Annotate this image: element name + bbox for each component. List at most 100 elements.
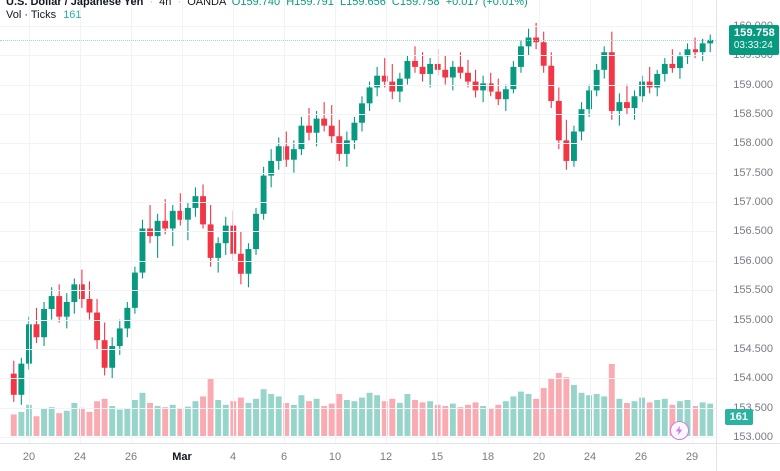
current-price-line — [0, 39, 716, 41]
candle-body — [540, 42, 547, 66]
volume-bar — [298, 395, 305, 436]
candle-body — [427, 63, 434, 74]
volume-bar — [404, 394, 411, 436]
volume-bar — [268, 394, 275, 436]
volume-bar — [419, 402, 426, 436]
volume-bar — [518, 391, 524, 436]
volume-bar — [131, 400, 138, 436]
grid-line-vertical — [437, 0, 438, 443]
volume-bar — [465, 404, 471, 436]
price-axis-label: 157.000 — [733, 196, 773, 209]
price-axis-label: 155.500 — [733, 284, 773, 297]
time-axis-label: 20 — [532, 451, 546, 463]
volume-bar — [654, 400, 661, 436]
candle-body — [41, 309, 48, 338]
volume-bar — [253, 398, 259, 436]
candle-body — [283, 146, 290, 160]
price-axis-label: 156.000 — [733, 254, 773, 267]
volume-bar — [177, 409, 184, 436]
candle-body — [343, 140, 350, 154]
volume-bar — [336, 394, 343, 436]
candle-body — [442, 69, 449, 78]
candle-body — [351, 122, 358, 141]
volume-value-badge[interactable]: 161 — [724, 409, 753, 425]
candle-body — [487, 83, 494, 92]
volume-bar — [616, 398, 623, 436]
time-axis-label: 26 — [634, 451, 648, 463]
candle-body — [147, 228, 153, 237]
candle-body — [593, 69, 600, 91]
volume-bar — [313, 398, 320, 436]
volume-bar — [487, 408, 494, 436]
time-axis-label: 10 — [328, 451, 342, 463]
candle-body — [177, 210, 184, 220]
candle-body — [48, 296, 55, 310]
volume-bar — [412, 400, 418, 436]
price-axis-label: 157.500 — [733, 166, 773, 179]
volume-bar — [684, 400, 691, 436]
current-price-value: 159.758 — [733, 26, 775, 39]
candle-body — [268, 160, 275, 176]
candle-body — [525, 37, 532, 47]
candle-body — [328, 125, 335, 137]
volume-bar — [124, 408, 131, 436]
time-axis[interactable]: 20 24 26 Mar 4 6 10 12 15 18 20 24 26 29 — [0, 443, 716, 471]
volume-bar — [601, 396, 608, 436]
volume-bar — [389, 398, 396, 436]
candle-body — [33, 324, 40, 338]
time-axis-label: 24 — [583, 451, 597, 463]
volume-bar — [10, 414, 17, 436]
chart-plot-area[interactable] — [0, 0, 716, 443]
current-price-tag[interactable]: 159.758 03:33:24 — [728, 24, 779, 55]
grid-line-vertical — [488, 0, 489, 443]
lightning-bolt-icon[interactable] — [670, 421, 689, 440]
price-axis[interactable]: 160.000159.500159.000158.500158.000157.5… — [716, 0, 780, 443]
candle-body — [555, 100, 562, 141]
candle-body — [63, 301, 70, 317]
price-axis-label: 159.000 — [733, 78, 773, 91]
grid-line-horizontal — [0, 202, 716, 203]
volume-bar — [139, 392, 146, 436]
candle-body — [404, 61, 411, 79]
time-axis-label: 15 — [430, 451, 444, 463]
lightning-glyph — [675, 425, 683, 436]
candle-body — [313, 118, 320, 133]
time-axis-label: 26 — [124, 451, 138, 463]
volume-bar — [154, 406, 161, 436]
candle-body — [260, 175, 267, 214]
candle-body — [25, 324, 32, 364]
grid-line-vertical — [80, 0, 81, 443]
volume-bar — [646, 402, 653, 436]
candle-body — [623, 102, 630, 109]
candle-body — [699, 43, 706, 53]
volume-bar — [449, 403, 456, 436]
candle-body — [94, 312, 100, 341]
volume-bar — [147, 403, 153, 436]
candle-body — [465, 72, 471, 82]
grid-line-horizontal — [0, 378, 716, 379]
candle-body — [184, 207, 191, 220]
volume-bar — [639, 397, 646, 436]
volume-bar — [63, 410, 70, 436]
candle-body — [154, 220, 161, 237]
candle-body — [578, 109, 585, 132]
grid-line-vertical — [284, 0, 285, 443]
candle-body — [480, 83, 487, 91]
candle-body — [654, 73, 661, 88]
candle-body — [586, 90, 593, 110]
volume-bar — [78, 407, 85, 436]
grid-line-horizontal — [0, 231, 716, 232]
volume-bar — [502, 401, 509, 436]
price-axis-label: 154.000 — [733, 372, 773, 385]
volume-bar — [540, 388, 547, 436]
candle-body — [200, 196, 206, 225]
volume-bar — [374, 395, 381, 436]
candle-body — [169, 210, 176, 229]
volume-bar — [525, 394, 532, 436]
volume-bar — [472, 402, 479, 436]
time-axis-label: 4 — [229, 451, 237, 463]
grid-line-vertical — [539, 0, 540, 443]
volume-bar — [41, 409, 48, 436]
volume-bar — [328, 403, 335, 436]
candle-body — [18, 363, 25, 395]
